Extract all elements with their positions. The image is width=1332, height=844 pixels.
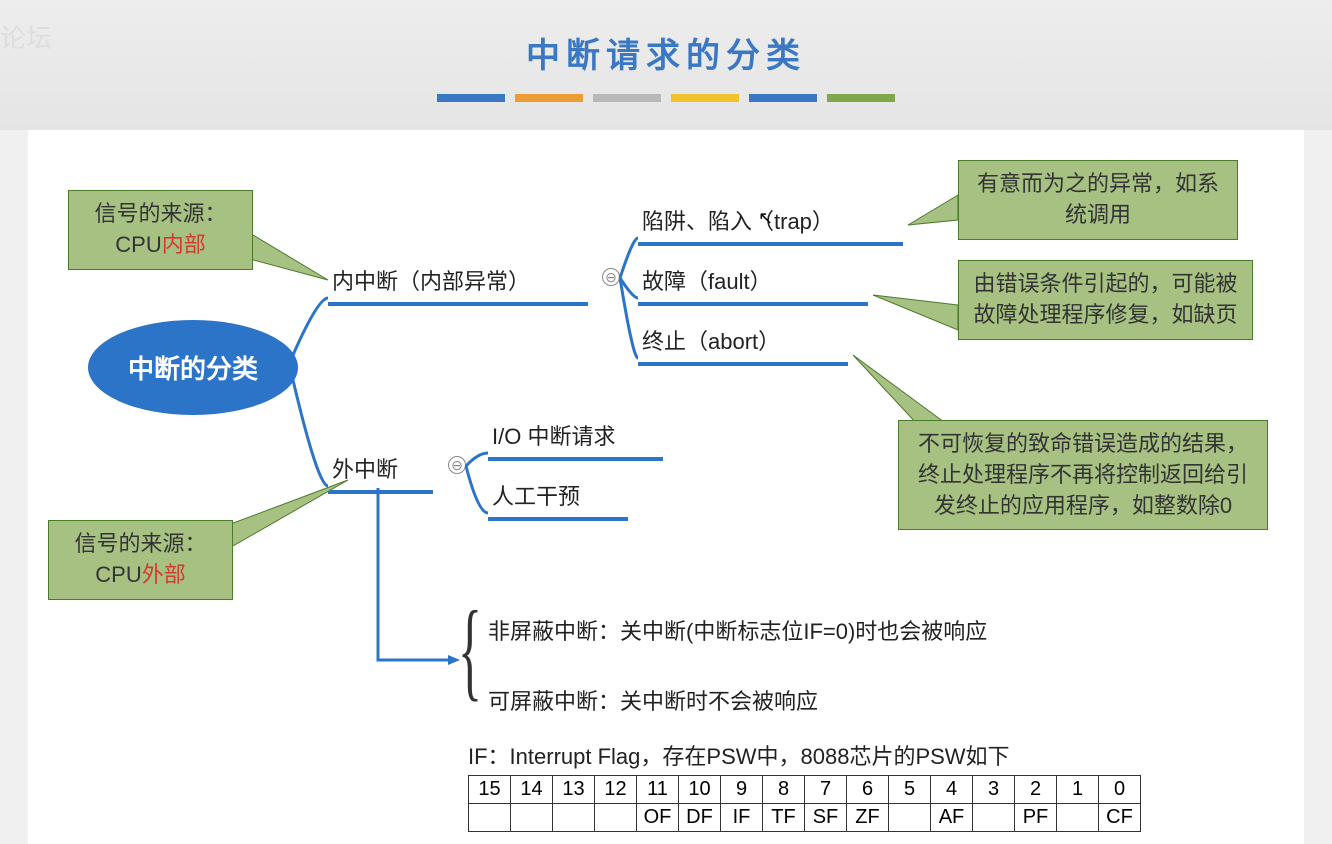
psw-cell: OF: [637, 804, 679, 832]
callout-abort: 不可恢复的致命错误造成的结果，终止处理程序不再将控制返回给引发终止的应用程序，如…: [898, 420, 1268, 530]
psw-cell: 10: [679, 776, 721, 804]
mindmap-root: 中断的分类: [88, 320, 298, 415]
leaf-io: I/O 中断请求: [488, 415, 663, 461]
psw-bits-row: 15 14 13 12 11 10 9 8 7 6 5 4 3 2 1 0: [469, 776, 1141, 804]
psw-cell: 15: [469, 776, 511, 804]
callout-internal-source: 信号的来源： CPU内部: [68, 190, 253, 270]
psw-cell: 4: [931, 776, 973, 804]
psw-cell: 5: [889, 776, 931, 804]
psw-cell: 1: [1057, 776, 1099, 804]
title-stripes: [437, 94, 895, 102]
psw-cell: 12: [595, 776, 637, 804]
psw-cell: 13: [553, 776, 595, 804]
slide-header: 论坛 中断请求的分类: [0, 0, 1332, 130]
info-nonmaskable: 非屏蔽中断：关中断(中断标志位IF=0)时也会被响应: [488, 615, 987, 648]
collapse-icon[interactable]: ⊖: [602, 268, 620, 286]
callout-line: 信号的来源：: [61, 529, 220, 560]
psw-cell: TF: [763, 804, 805, 832]
branch-external-label: 外中断: [332, 457, 398, 482]
callout-line: CPU外部: [61, 560, 220, 591]
stripe: [437, 94, 505, 102]
info-maskable: 可屏蔽中断：关中断时不会被响应: [488, 685, 818, 718]
leaf-manual: 人工干预: [488, 475, 628, 521]
psw-table: 15 14 13 12 11 10 9 8 7 6 5 4 3 2 1 0 OF…: [468, 775, 1141, 832]
psw-cell: PF: [1015, 804, 1057, 832]
psw-cell: [511, 804, 553, 832]
psw-cell: 6: [847, 776, 889, 804]
psw-cell: 9: [721, 776, 763, 804]
psw-cell: IF: [721, 804, 763, 832]
slide-title: 中断请求的分类: [0, 0, 1332, 77]
watermark: 论坛: [0, 18, 52, 55]
stripe: [671, 94, 739, 102]
callout-trap: 有意而为之的异常，如系统调用: [958, 160, 1238, 240]
psw-cell: ZF: [847, 804, 889, 832]
psw-cell: [1057, 804, 1099, 832]
stripe: [593, 94, 661, 102]
psw-cell: 8: [763, 776, 805, 804]
callout-line: CPU内部: [81, 230, 240, 261]
root-label: 中断的分类: [128, 349, 258, 386]
psw-cell: AF: [931, 804, 973, 832]
psw-cell: CF: [1099, 804, 1141, 832]
info-if-flag: IF：Interrupt Flag，存在PSW中，8088芯片的PSW如下: [468, 740, 1010, 773]
psw-cell: 2: [1015, 776, 1057, 804]
slide-content: 中断的分类 内中断（内部异常） ⊖ 陷阱、陷入（trap） 故障（fault） …: [28, 130, 1304, 844]
branch-internal-label: 内中断（内部异常）: [332, 269, 530, 294]
leaf-abort: 终止（abort）: [638, 320, 848, 366]
callout-external-source: 信号的来源： CPU外部: [48, 520, 233, 600]
psw-cell: SF: [805, 804, 847, 832]
stripe: [515, 94, 583, 102]
branch-external: 外中断: [328, 448, 433, 494]
psw-cell: 14: [511, 776, 553, 804]
psw-cell: [889, 804, 931, 832]
cursor-icon: ↖: [758, 208, 773, 229]
branch-internal: 内中断（内部异常）: [328, 260, 588, 306]
callout-line: 信号的来源：: [81, 199, 240, 230]
callout-fault: 由错误条件引起的，可能被故障处理程序修复，如缺页: [958, 260, 1253, 340]
psw-cell: 11: [637, 776, 679, 804]
collapse-icon[interactable]: ⊖: [448, 456, 466, 474]
psw-cell: 3: [973, 776, 1015, 804]
stripe: [827, 94, 895, 102]
leaf-fault: 故障（fault）: [638, 260, 868, 306]
psw-cell: 0: [1099, 776, 1141, 804]
brace-icon: {: [458, 606, 482, 694]
psw-cell: [595, 804, 637, 832]
stripe: [749, 94, 817, 102]
psw-cell: 7: [805, 776, 847, 804]
psw-cell: [469, 804, 511, 832]
psw-cell: [973, 804, 1015, 832]
psw-flags-row: OF DF IF TF SF ZF AF PF CF: [469, 804, 1141, 832]
psw-cell: [553, 804, 595, 832]
psw-cell: DF: [679, 804, 721, 832]
